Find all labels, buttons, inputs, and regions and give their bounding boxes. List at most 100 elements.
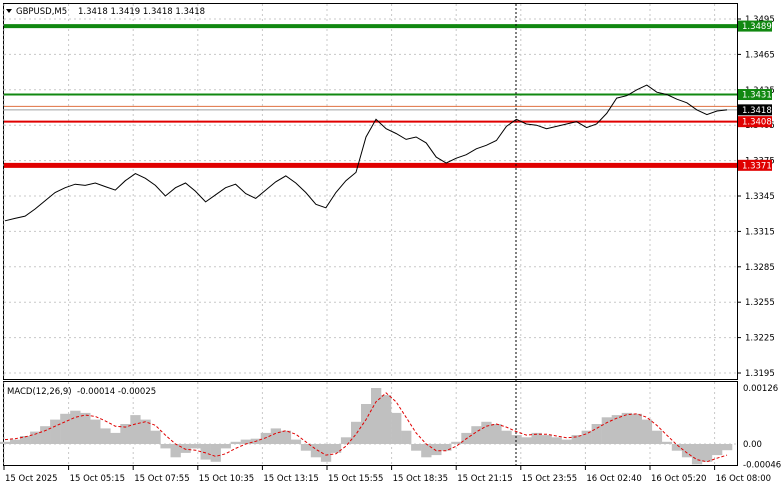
macd-bar — [541, 435, 552, 444]
macd-bar — [722, 444, 733, 451]
time-tick-label: 15 Oct 10:35 — [199, 474, 254, 484]
macd-tick-label: 0.00 — [743, 440, 762, 450]
macd-bar — [140, 419, 151, 444]
macd-bar — [290, 439, 302, 444]
time-tick-label: 16 Oct 05:20 — [651, 474, 706, 484]
time-tick-label: 15 Oct 18:35 — [393, 474, 448, 484]
level-1-3431-label-box — [738, 89, 772, 101]
macd-bar — [200, 444, 211, 460]
macd-bar — [701, 444, 713, 462]
macd-tick-label: -0.00046 — [743, 460, 781, 470]
macd-bar — [651, 430, 663, 444]
macd-bar — [210, 444, 221, 462]
macd-bar — [691, 444, 703, 465]
macd-bar — [561, 439, 572, 444]
macd-bar — [411, 444, 422, 451]
price-tick-label: 1.3255 — [745, 298, 775, 308]
macd-bar — [401, 430, 412, 444]
macd-signal-line — [4, 392, 728, 463]
macd-bar — [421, 444, 432, 458]
macd-bar — [230, 441, 241, 444]
macd-bar — [150, 430, 161, 444]
macd-bar — [0, 441, 11, 444]
macd-bar — [601, 417, 612, 444]
macd-series — [0, 388, 733, 465]
macd-bar — [501, 430, 512, 444]
macd-bar — [611, 415, 622, 444]
macd-bar — [581, 430, 592, 444]
macd-bar — [641, 419, 653, 444]
macd-bar — [100, 428, 111, 444]
macd-bar — [240, 439, 251, 444]
level-1-3371-label-box — [738, 159, 772, 171]
time-tick-label: 15 Oct 15:55 — [328, 474, 383, 484]
macd-bar — [220, 444, 231, 449]
macd-bar — [40, 426, 51, 444]
macd-bar — [381, 395, 392, 444]
macd-bar — [371, 388, 382, 444]
macd-bar — [451, 441, 462, 444]
macd-axis: 0.00126 0.00 -0.00046 — [743, 384, 781, 470]
macd-bar — [320, 444, 332, 462]
price-tick-label: 1.3285 — [745, 263, 775, 273]
macd-bar — [681, 444, 693, 458]
time-tick-label: 16 Oct 08:00 — [716, 474, 771, 484]
price-pane[interactable] — [3, 3, 738, 380]
macd-bar — [110, 432, 121, 444]
price-tick-label: 1.3465 — [745, 50, 775, 60]
time-tick-label: 15 Oct 05:15 — [70, 474, 125, 484]
macd-bar — [441, 444, 452, 451]
symbol-timeframe[interactable]: GBPUSD,M5 — [16, 7, 67, 17]
macd-bar — [491, 424, 502, 444]
time-tick-label: 15 Oct 13:15 — [263, 474, 318, 484]
time-tick-label: 15 Oct 07:55 — [134, 474, 189, 484]
quote-ohlc: 1.3418 1.3419 1.3418 1.3418 — [78, 7, 205, 17]
macd-bar — [340, 437, 352, 444]
macd-bar — [361, 404, 372, 444]
price-tick-label: 1.3345 — [745, 192, 775, 202]
macd-bar — [671, 444, 683, 451]
macd-bar — [280, 430, 292, 444]
macd-bar — [531, 432, 542, 444]
macd-bar — [631, 413, 642, 444]
macd-bar — [571, 435, 582, 444]
macd-tick-label: 0.00126 — [743, 384, 778, 394]
macd-label: MACD(12,26,9) — [7, 387, 72, 397]
macd-bar — [661, 441, 673, 444]
macd-bar — [330, 444, 342, 453]
macd-bar — [10, 439, 21, 444]
macd-bar — [270, 428, 281, 444]
time-tick-label: 15 Oct 2025 — [5, 474, 58, 484]
macd-bar — [481, 421, 492, 444]
macd-bar — [50, 419, 61, 444]
level-lines — [4, 24, 737, 168]
level-1-3489-label: 1.3489 — [742, 22, 772, 32]
current-price-label: 1.3418 — [742, 106, 772, 116]
macd-bar — [351, 421, 362, 444]
level-labels: 1.3489 1.3431 1.3408 1.3371 1.3418 — [738, 20, 772, 171]
symbol-dropdown-icon[interactable] — [6, 9, 12, 13]
price-axis: 1.34951.34651.34351.34051.33751.33451.33… — [737, 15, 775, 379]
macd-bar — [431, 444, 442, 456]
level-1-3431-label: 1.3431 — [742, 91, 772, 101]
macd-bar — [310, 444, 322, 458]
macd-bar — [260, 432, 271, 444]
macd-bar — [160, 444, 171, 449]
price-tick-label: 1.3225 — [745, 334, 775, 344]
level-1-3408-label: 1.3408 — [742, 118, 772, 128]
macd-bar — [80, 412, 91, 444]
macd-bar — [300, 444, 312, 451]
macd-bar — [551, 437, 562, 444]
macd-bar — [591, 424, 602, 444]
price-tick-label: 1.3195 — [745, 369, 775, 379]
macd-bar — [521, 437, 532, 444]
macd-bar — [621, 412, 632, 444]
price-series — [4, 84, 728, 222]
price-tick-label: 1.3315 — [745, 227, 775, 237]
macd-bar — [391, 412, 402, 444]
macd-bar — [70, 410, 81, 444]
level-1-3489-label-box — [738, 20, 772, 32]
price-tick-label: 1.3495 — [745, 15, 775, 25]
price-line — [4, 84, 728, 222]
